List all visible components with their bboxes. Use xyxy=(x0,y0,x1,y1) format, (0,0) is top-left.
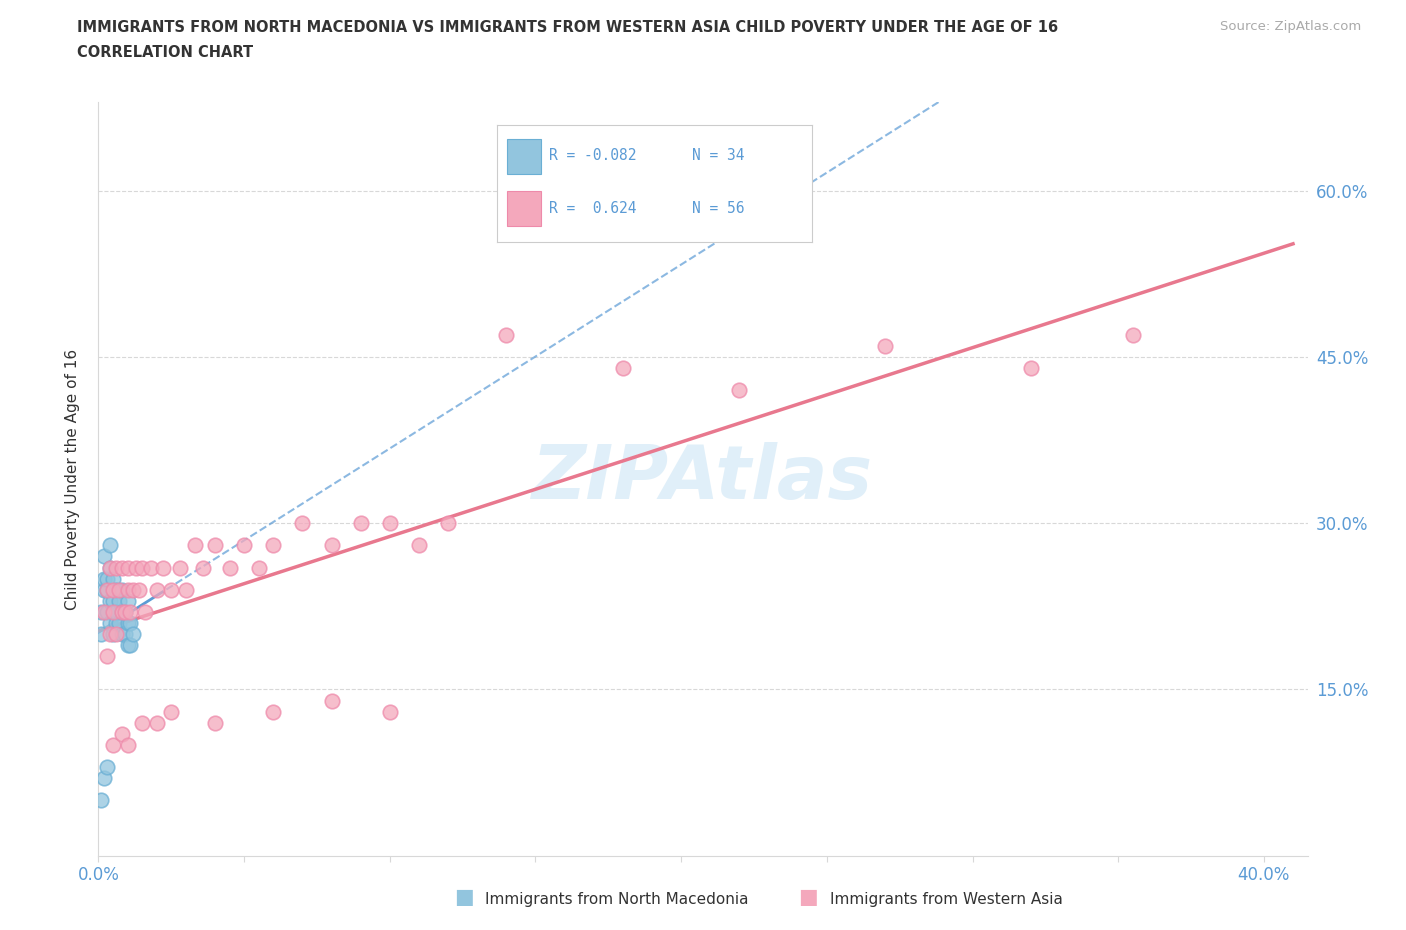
Point xyxy=(204,538,226,552)
Point xyxy=(612,361,634,376)
Point xyxy=(321,693,343,708)
Point xyxy=(114,604,136,619)
Point xyxy=(101,582,124,597)
Point xyxy=(350,516,373,531)
Text: ■: ■ xyxy=(454,886,474,907)
Point xyxy=(125,560,148,575)
Point xyxy=(96,649,118,664)
Point xyxy=(111,627,134,642)
Point xyxy=(183,538,205,552)
Point xyxy=(233,538,256,552)
Point xyxy=(90,604,112,619)
Point xyxy=(321,538,343,552)
Point xyxy=(96,582,118,597)
Text: ZIPAtlas: ZIPAtlas xyxy=(533,443,873,515)
Text: Source: ZipAtlas.com: Source: ZipAtlas.com xyxy=(1220,20,1361,33)
Point xyxy=(437,516,460,531)
Point xyxy=(378,704,401,719)
Point xyxy=(160,582,183,597)
Point xyxy=(120,638,142,653)
Point xyxy=(291,516,314,531)
Point xyxy=(96,604,118,619)
Point xyxy=(262,538,284,552)
Point xyxy=(117,616,139,631)
Point xyxy=(104,560,127,575)
Point xyxy=(98,616,121,631)
Point xyxy=(204,715,226,730)
Point xyxy=(117,737,139,752)
Point xyxy=(111,604,134,619)
Point xyxy=(104,627,127,642)
Point xyxy=(128,582,150,597)
Point xyxy=(117,638,139,653)
Point xyxy=(98,538,121,552)
Point xyxy=(728,383,751,398)
Point xyxy=(111,560,134,575)
Point xyxy=(104,616,127,631)
Point xyxy=(134,604,156,619)
Point xyxy=(98,627,121,642)
Point xyxy=(98,560,121,575)
Point xyxy=(108,593,131,608)
Point xyxy=(169,560,191,575)
Point xyxy=(101,737,124,752)
Point xyxy=(218,560,240,575)
Point xyxy=(93,604,115,619)
Point xyxy=(145,715,167,730)
Point xyxy=(108,582,131,597)
Point xyxy=(98,593,121,608)
Point xyxy=(408,538,430,552)
Point xyxy=(93,771,115,786)
Point xyxy=(90,627,112,642)
Point xyxy=(1019,361,1042,376)
Point xyxy=(160,704,183,719)
Point xyxy=(111,604,134,619)
Point xyxy=(104,582,127,597)
Point xyxy=(117,560,139,575)
Point xyxy=(101,571,124,586)
Point xyxy=(101,604,124,619)
Point xyxy=(111,726,134,741)
Point xyxy=(90,792,112,807)
Point xyxy=(262,704,284,719)
Point xyxy=(96,760,118,775)
Point xyxy=(120,604,142,619)
Text: Immigrants from Western Asia: Immigrants from Western Asia xyxy=(830,892,1063,907)
Point xyxy=(96,571,118,586)
Point xyxy=(139,560,162,575)
Point xyxy=(101,627,124,642)
Point xyxy=(152,560,174,575)
Point xyxy=(174,582,197,597)
Text: IMMIGRANTS FROM NORTH MACEDONIA VS IMMIGRANTS FROM WESTERN ASIA CHILD POVERTY UN: IMMIGRANTS FROM NORTH MACEDONIA VS IMMIG… xyxy=(77,20,1059,35)
Point xyxy=(247,560,270,575)
Point xyxy=(122,582,145,597)
Point xyxy=(101,593,124,608)
Text: ■: ■ xyxy=(799,886,818,907)
Point xyxy=(108,616,131,631)
Point xyxy=(114,604,136,619)
Point xyxy=(96,582,118,597)
Point xyxy=(1122,327,1144,342)
Point xyxy=(111,582,134,597)
Point xyxy=(114,627,136,642)
Point xyxy=(93,549,115,564)
Point xyxy=(117,582,139,597)
Point xyxy=(117,593,139,608)
Point xyxy=(93,582,115,597)
Point xyxy=(131,560,153,575)
Point xyxy=(495,327,517,342)
Point xyxy=(378,516,401,531)
Point xyxy=(93,571,115,586)
Text: CORRELATION CHART: CORRELATION CHART xyxy=(77,45,253,60)
Point xyxy=(104,604,127,619)
Point xyxy=(98,560,121,575)
Point xyxy=(120,616,142,631)
Point xyxy=(875,339,897,353)
Point xyxy=(122,627,145,642)
Text: Immigrants from North Macedonia: Immigrants from North Macedonia xyxy=(485,892,748,907)
Point xyxy=(145,582,167,597)
Point xyxy=(193,560,215,575)
Y-axis label: Child Poverty Under the Age of 16: Child Poverty Under the Age of 16 xyxy=(65,349,80,609)
Point xyxy=(131,715,153,730)
